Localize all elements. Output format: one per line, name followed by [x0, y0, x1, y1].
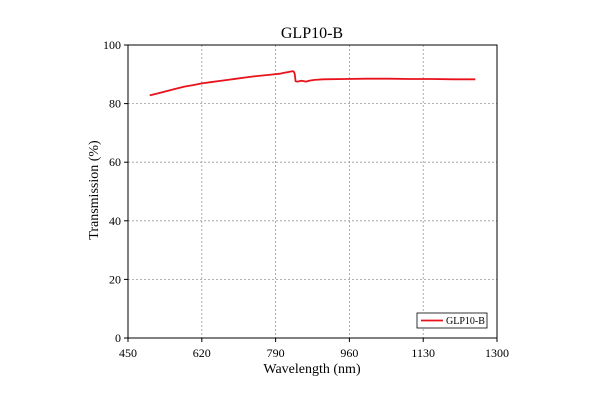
y-tick-label: 60: [109, 155, 121, 169]
grid-lines: [128, 45, 497, 338]
legend: GLP10-B: [416, 312, 488, 329]
x-axis-label: Wavelength (nm): [263, 362, 361, 377]
x-tick-label: 790: [267, 346, 285, 360]
x-tick-label: 960: [340, 346, 358, 360]
y-tick-label: 100: [103, 38, 121, 52]
x-tick-label: 1130: [411, 346, 435, 360]
tick-labels: 450 620 790 960 1130 1300 0 20 40 60 80 100: [103, 38, 509, 360]
plot-frame: [127, 44, 498, 339]
legend-label: GLP10-B: [446, 316, 485, 327]
plot-border: [127, 44, 498, 339]
series-line: [149, 70, 476, 97]
legend-box: [416, 312, 488, 329]
y-tick-label: 80: [109, 97, 121, 111]
x-tick-label: 1300: [485, 346, 509, 360]
x-tick-label: 450: [119, 346, 137, 360]
chart-title: GLP10-B: [281, 25, 343, 42]
axis-ticks: [124, 44, 498, 342]
y-tick-label: 20: [109, 272, 121, 286]
series-lines: [149, 70, 476, 97]
y-tick-label: 0: [115, 331, 121, 345]
x-tick-label: 620: [193, 346, 211, 360]
y-tick-label: 40: [109, 214, 121, 228]
y-axis-label: Transmission (%): [87, 140, 102, 240]
